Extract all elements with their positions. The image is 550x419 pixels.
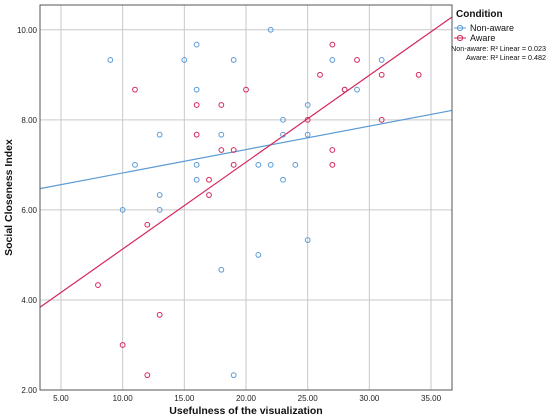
data-point [304, 237, 311, 243]
legend-label: Non-aware [470, 23, 514, 33]
data-point [280, 131, 286, 138]
data-point [193, 176, 200, 183]
data-point [230, 147, 237, 153]
data-point [193, 102, 200, 108]
data-point [280, 176, 286, 183]
data-point [107, 57, 114, 63]
y-tick-label: 4.00 [21, 296, 37, 305]
data-point [132, 161, 138, 168]
x-tick-label: 35.00 [421, 394, 442, 403]
x-tick-label: 25.00 [298, 394, 319, 403]
data-point [218, 131, 225, 138]
data-point [230, 57, 237, 63]
legend-title: Condition [456, 9, 503, 20]
data-point [415, 71, 422, 78]
data-points [95, 26, 422, 379]
r2-label-aware: Aware: R² Linear = 0.482 [466, 53, 546, 62]
data-point [218, 147, 225, 153]
data-point [132, 86, 138, 93]
data-point [329, 147, 336, 153]
data-point [267, 26, 274, 33]
fit-lines [39, 16, 453, 308]
fit-line [39, 16, 453, 308]
data-point [156, 192, 163, 198]
data-point [304, 102, 311, 108]
y-tick-label: 6.00 [21, 206, 37, 215]
data-point [206, 176, 212, 183]
data-point [119, 206, 126, 213]
data-point [317, 71, 323, 78]
data-point [304, 116, 311, 123]
data-point [341, 86, 348, 93]
data-point [267, 161, 274, 168]
data-point [243, 86, 249, 93]
data-point [304, 131, 311, 138]
data-point [206, 192, 212, 198]
data-point [255, 252, 262, 258]
data-point [193, 131, 200, 138]
data-point [378, 71, 385, 78]
grid [40, 5, 452, 391]
data-point [354, 86, 360, 93]
x-tick-label: 10.00 [113, 394, 134, 403]
data-point [218, 266, 225, 273]
data-point [181, 57, 188, 63]
legend-label: Aware [470, 33, 495, 43]
y-tick-label: 10.00 [17, 26, 38, 35]
data-point [230, 161, 237, 168]
data-point [193, 161, 200, 168]
data-point [354, 57, 360, 63]
data-point [292, 161, 299, 168]
r2-label-non-aware: Non-aware: R² Linear = 0.023 [451, 44, 546, 53]
data-point [230, 372, 237, 379]
data-point [218, 102, 225, 108]
data-point [156, 311, 163, 318]
y-tick-label: 8.00 [21, 116, 37, 125]
legend: Condition Non-aware Aware Non-aware: R² … [451, 9, 546, 62]
data-point [144, 372, 151, 379]
y-axis-title: Social Closeness Index [3, 139, 15, 256]
y-tick-label: 2.00 [21, 386, 37, 395]
legend-item-aware: Aware [454, 33, 495, 43]
data-point [156, 131, 163, 138]
data-point [280, 116, 286, 123]
plot-frame [39, 4, 453, 391]
data-point [329, 57, 336, 63]
data-point [193, 41, 200, 48]
x-tick-label: 30.00 [359, 394, 380, 403]
fit-line [39, 109, 453, 190]
x-tick-label: 15.00 [174, 394, 195, 403]
data-point [378, 57, 385, 63]
x-tick-label: 5.00 [53, 394, 69, 403]
x-axis-title: Usefulness of the visualization [169, 405, 322, 417]
data-point [329, 161, 336, 168]
legend-swatch-marker [456, 34, 464, 42]
data-point [144, 221, 151, 228]
data-point [329, 41, 336, 48]
x-tick-label: 20.00 [236, 394, 257, 403]
data-point [255, 161, 262, 168]
data-point [95, 282, 101, 288]
legend-item-non-aware: Non-aware [454, 23, 514, 33]
y-tick-labels: 2.00 4.00 6.00 8.00 10.00 [17, 26, 38, 395]
data-point [193, 86, 200, 93]
data-point [378, 116, 385, 123]
data-point [156, 206, 163, 213]
x-tick-labels: 5.00 10.00 15.00 20.00 25.00 30.00 35.00 [53, 394, 441, 403]
data-point [119, 342, 126, 348]
legend-swatch-marker [456, 24, 464, 32]
